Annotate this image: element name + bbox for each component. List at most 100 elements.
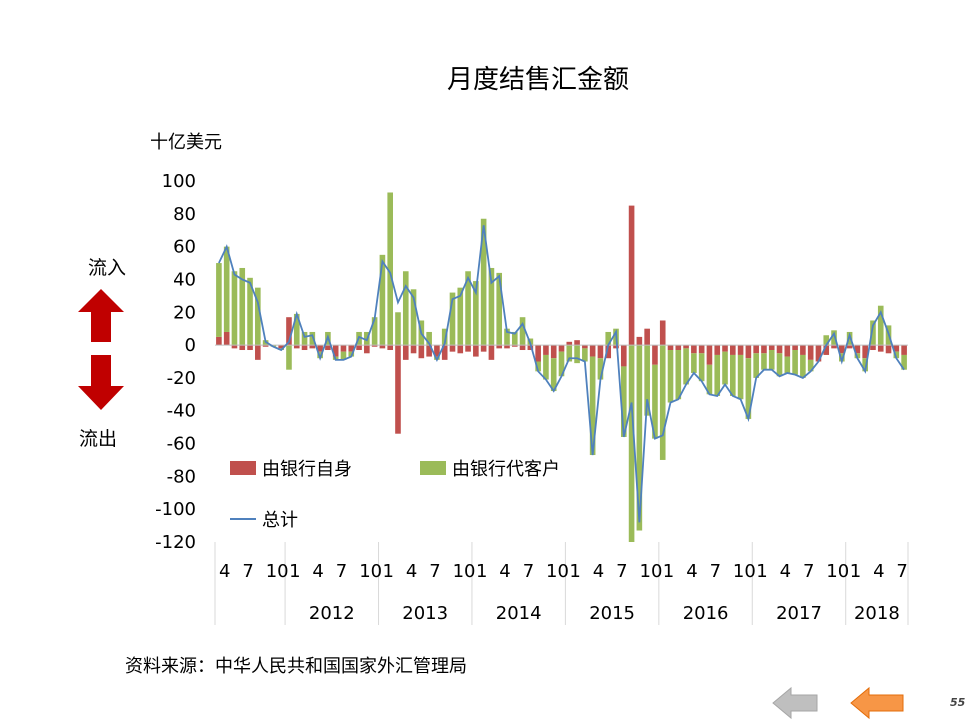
bar-bank-clients: [465, 271, 471, 346]
bar-bank-own: [730, 345, 736, 355]
bar-bank-own: [309, 345, 316, 349]
bar-bank-own: [543, 345, 549, 355]
x-month-label: 10: [640, 561, 663, 582]
bar-bank-own: [737, 345, 744, 355]
bar-bank-clients: [395, 312, 401, 346]
x-year-label: 2018: [854, 603, 900, 624]
x-year-label: 2017: [776, 603, 822, 624]
y-tick-label: -100: [155, 499, 196, 520]
legend-label-bank-own: 由银行自身: [262, 459, 352, 480]
x-year-label: 2014: [496, 603, 542, 624]
bar-bank-clients: [379, 254, 386, 346]
x-month-label: 7: [803, 561, 814, 582]
bar-bank-own: [449, 345, 456, 352]
bar-bank-own: [527, 345, 534, 351]
bar-bank-own: [480, 345, 487, 352]
x-year-label: 2012: [309, 603, 355, 624]
bar-bank-own: [698, 345, 705, 354]
source-note: 资料来源：中华人民共和国国家外汇管理局: [125, 656, 467, 677]
bar-bank-own: [862, 345, 868, 359]
bar-bank-own: [255, 345, 261, 360]
bar-bank-clients: [231, 271, 238, 346]
plot-area: [215, 192, 908, 542]
bar-bank-own: [504, 345, 510, 349]
legend-label-total: 总计: [262, 510, 298, 531]
bar-bank-clients: [216, 263, 222, 337]
bar-bank-clients: [768, 350, 775, 370]
x-month-label: 4: [219, 561, 230, 582]
bar-bank-clients: [574, 345, 580, 364]
bar-bank-clients: [730, 354, 736, 396]
bar-bank-own: [550, 345, 557, 359]
bar-bank-own: [511, 345, 518, 347]
bar-bank-own: [675, 345, 682, 351]
bar-bank-clients: [807, 359, 814, 372]
bar-bank-clients: [800, 354, 806, 378]
bar-bank-clients: [636, 345, 643, 531]
bar-bank-own: [340, 345, 347, 352]
outflow-indicator: 流出: [78, 355, 124, 450]
up-arrow-icon: [78, 289, 124, 342]
x-month-label: 10: [733, 561, 756, 582]
bar-bank-own: [628, 205, 635, 346]
series-total-line: [218, 225, 905, 523]
bar-bank-clients: [543, 354, 549, 380]
bar-bank-own: [364, 345, 370, 354]
legend-swatch-bank-own: [230, 461, 256, 475]
bar-bank-own: [800, 345, 806, 355]
y-tick-label: 60: [173, 237, 196, 258]
x-month-label: 10: [453, 561, 476, 582]
bar-bank-own: [753, 345, 759, 354]
bar-bank-clients: [870, 320, 876, 346]
bar-bank-clients: [402, 271, 409, 346]
bar-bank-clients: [488, 267, 495, 346]
y-tick-label: -60: [167, 434, 196, 455]
x-month-label: 4: [780, 561, 791, 582]
x-year-label: 2015: [589, 603, 635, 624]
bar-bank-clients: [644, 345, 650, 416]
x-month-label: 4: [686, 561, 697, 582]
bar-bank-own: [239, 345, 246, 351]
bar-bank-own: [667, 345, 674, 351]
bar-bank-clients: [628, 345, 635, 542]
bar-bank-clients: [691, 353, 697, 373]
bar-bank-own: [745, 345, 752, 359]
bar-bank-own: [815, 345, 822, 362]
bar-bank-own: [652, 345, 658, 365]
y-tick-label: 0: [185, 335, 196, 356]
nav-forward-button[interactable]: [850, 686, 904, 720]
bar-bank-own: [286, 317, 292, 346]
bar-bank-own: [402, 345, 409, 360]
bar-bank-own: [823, 345, 830, 355]
bar-bank-own: [496, 345, 503, 349]
bar-bank-clients: [901, 354, 907, 370]
bar-bank-own: [644, 328, 650, 346]
bar-bank-clients: [846, 331, 853, 346]
bar-bank-own: [535, 345, 541, 362]
bar-bank-own: [620, 345, 627, 367]
inflow-label: 流入: [88, 257, 126, 279]
bar-bank-clients: [698, 353, 705, 382]
x-month-label: 7: [429, 561, 440, 582]
bar-bank-own: [395, 345, 401, 434]
bar-bank-clients: [589, 356, 596, 456]
inflow-indicator: 流入: [78, 257, 126, 342]
bar-bank-clients: [473, 281, 479, 346]
bar-bank-clients: [714, 354, 721, 396]
bar-bank-clients: [675, 350, 682, 400]
bar-bank-own: [262, 345, 269, 347]
bar-bank-own: [613, 345, 619, 349]
bar-bank-clients: [293, 313, 300, 346]
x-month-label: 1: [850, 561, 861, 582]
bar-bank-clients: [761, 353, 767, 370]
legend-label-bank-clients: 由银行代客户: [452, 459, 560, 480]
bar-bank-own: [831, 345, 837, 349]
page-number: 55: [950, 696, 966, 709]
nav-back-button[interactable]: [772, 686, 818, 720]
bar-bank-clients: [737, 354, 744, 400]
x-month-label: 4: [873, 561, 884, 582]
left-arrow-icon-orange: [850, 686, 904, 720]
bar-bank-own: [706, 345, 713, 365]
bar-bank-own: [278, 345, 284, 349]
bar-bank-clients: [340, 351, 347, 360]
